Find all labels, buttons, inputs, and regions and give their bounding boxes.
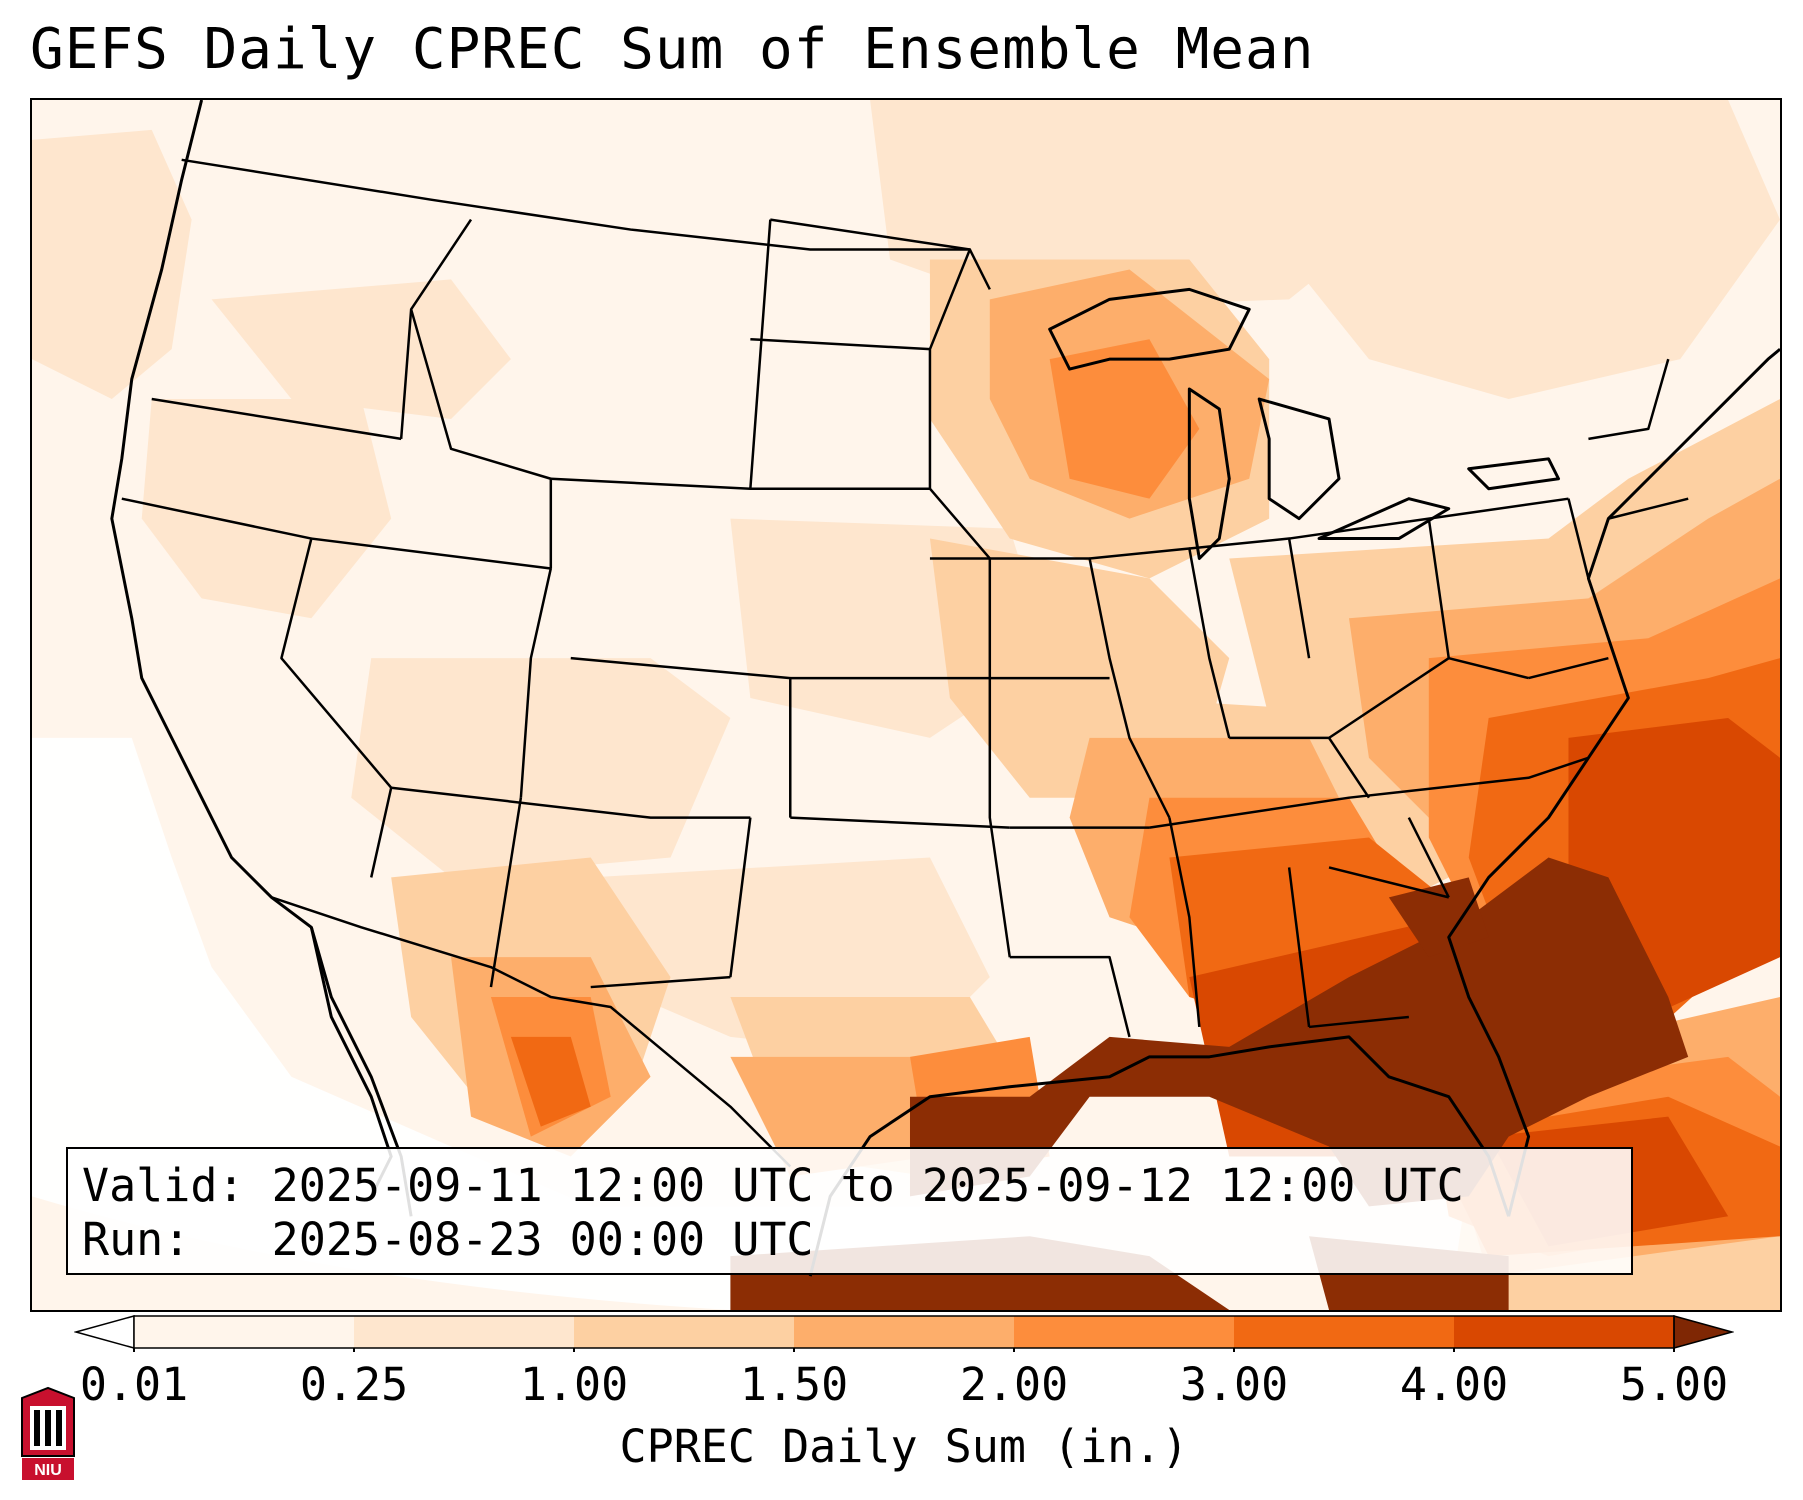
colorbar-tick-label: 4.00	[1399, 1358, 1509, 1411]
colorbar-segment	[1234, 1316, 1455, 1348]
colorbar-under-extension	[74, 1315, 135, 1349]
run-label: Run:	[82, 1213, 191, 1266]
valid-line: Valid: 2025-09-11 12:00 UTC to 2025-09-1…	[82, 1163, 1464, 1208]
colorbar-tick-label: 3.00	[1179, 1358, 1289, 1411]
coastlines	[110, 100, 1780, 1277]
valid-label: Valid:	[82, 1159, 245, 1212]
precip-field	[32, 100, 1780, 1310]
svg-text:NIU: NIU	[34, 1462, 62, 1479]
colorbar-label: CPREC Daily Sum (in.)	[619, 1420, 1189, 1473]
colorbar	[74, 1312, 1734, 1352]
colorbar-tick-label: 0.25	[299, 1358, 409, 1411]
colorbar-tick-label: 0.01	[79, 1358, 189, 1411]
colorbar-tick-label: 1.50	[739, 1358, 849, 1411]
colorbar-segment	[574, 1316, 795, 1348]
colorbar-tick-label: 2.00	[959, 1358, 1069, 1411]
valid-value: 2025-09-11 12:00 UTC to 2025-09-12 12:00…	[271, 1159, 1464, 1212]
state-borders	[121, 158, 1689, 1168]
colorbar-graphic	[74, 1315, 1734, 1352]
colorbar-segment	[354, 1316, 575, 1348]
niu-logo: NIU	[21, 1386, 75, 1480]
run-value: 2025-08-23 00:00 UTC	[271, 1213, 814, 1266]
colorbar-segment	[1454, 1316, 1675, 1348]
colorbar-segment	[794, 1316, 1015, 1348]
map-title: GEFS Daily CPREC Sum of Ensemble Mean	[30, 17, 1315, 82]
colorbar-tick-label: 1.00	[519, 1358, 629, 1411]
validity-info-box: Valid: 2025-09-11 12:00 UTC to 2025-09-1…	[66, 1147, 1633, 1275]
colorbar-frame	[133, 1315, 1675, 1349]
run-line: Run: 2025-08-23 00:00 UTC	[82, 1217, 814, 1262]
colorbar-segment	[1014, 1316, 1235, 1348]
colorbar-tick-label: 5.00	[1619, 1358, 1729, 1411]
precipitation-map	[30, 98, 1782, 1312]
colorbar-over-extension	[1673, 1315, 1734, 1349]
colorbar-segment	[134, 1316, 355, 1348]
